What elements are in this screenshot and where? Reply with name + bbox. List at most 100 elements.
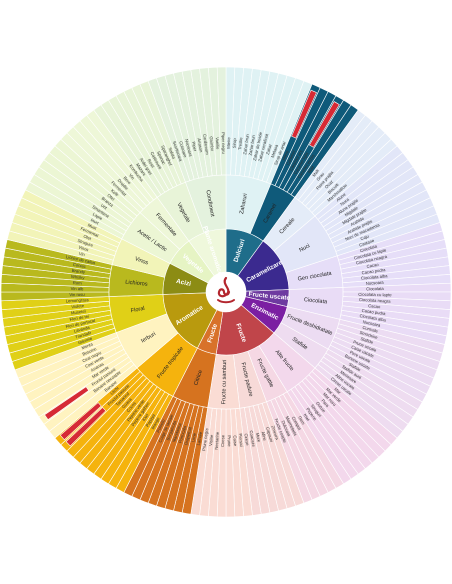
outer-label: Grapefruit <box>183 426 193 446</box>
outer-label: Stafide <box>348 362 362 373</box>
outer-label: Piersici <box>238 433 244 447</box>
outer-label: Ciocolata alba <box>361 273 389 281</box>
outer-label: Zahar brun <box>248 134 257 156</box>
outer-label: Zahar de trestie <box>252 131 263 161</box>
outer-label: Violete <box>71 303 85 309</box>
outer-label: Piper <box>191 141 198 152</box>
outer-label: Lavanda <box>73 325 90 334</box>
outer-label: Iaurt <box>90 217 100 226</box>
outer-label: Cirese <box>220 434 225 447</box>
flame-swirl-logo <box>217 276 235 304</box>
outer-label: Prune <box>227 435 232 447</box>
outer-label: Kiwi <box>141 413 149 422</box>
outer-label: Cacao pudra <box>361 308 386 316</box>
inner-label: Acizi <box>175 278 191 288</box>
outer-label: Nucsoara <box>366 280 385 286</box>
outer-label: Sirop <box>232 138 238 149</box>
center-disc <box>206 272 246 312</box>
highlight-band <box>59 402 102 441</box>
outer-label: Curmale <box>362 325 379 334</box>
outer-label: Ciocolata <box>359 243 378 253</box>
outer-label: Ananas <box>90 361 105 372</box>
outer-label: Strugure <box>77 238 94 248</box>
outer-label: Cacao <box>368 303 381 309</box>
outer-label: Rom <box>73 280 83 286</box>
outer-label: Unt <box>100 203 109 211</box>
outer-label: Cacao pudra <box>361 267 386 275</box>
outer-label: Vin <box>78 251 86 258</box>
outer-label: Arahide <box>350 215 366 227</box>
outer-label: Compot <box>291 416 303 432</box>
outer-label: Cuisoare <box>178 141 188 159</box>
outer-label: Zmeura <box>270 425 280 441</box>
outer-label: Trandafir <box>75 330 93 340</box>
outer-label: Ciocolata alba <box>359 313 387 323</box>
outer-label: Gem <box>297 415 306 426</box>
outer-label: Para <box>320 398 330 408</box>
outer-label: Caramel <box>285 149 296 165</box>
outer-label: Busuioc <box>82 346 98 357</box>
outer-label: Mure <box>255 432 262 443</box>
outer-label: Grau <box>315 171 325 182</box>
outer-label: Ciocolata <box>366 286 384 291</box>
outer-label: Vinos <box>78 244 89 252</box>
middle-label: Nuci <box>298 243 311 254</box>
outer-label: Lime <box>190 432 197 443</box>
outer-label: Rosii <box>146 158 155 169</box>
outer-label: Ciocolata neagra <box>355 254 388 266</box>
outer-label: Cacao <box>366 262 379 269</box>
outer-label: Whisky <box>71 274 86 280</box>
outer-label: Visine <box>208 434 214 446</box>
outer-label: Menta <box>81 341 94 350</box>
outer-label: Lamaie <box>196 431 203 446</box>
outer-label: Vin alb <box>71 286 84 291</box>
middle-label: Vinos <box>134 256 149 267</box>
outer-label: Mango <box>150 416 161 430</box>
outer-label: Ghimbir <box>209 136 215 152</box>
outer-label: Alune <box>335 191 347 202</box>
middle-label: Lichioros <box>125 280 148 288</box>
outer-label: Piper negru <box>221 132 226 154</box>
highlight-band <box>291 89 317 139</box>
outer-label: Malt <box>311 168 320 178</box>
outer-label: Capsuni <box>265 426 274 442</box>
outer-label: Trestie <box>237 136 243 150</box>
outer-label: Nuca <box>339 196 350 206</box>
outer-label: Ovaz <box>324 179 334 190</box>
outer-label: Caju <box>360 233 370 241</box>
outer-label: Cirese <box>243 433 250 446</box>
outer-label: Cocos <box>125 401 136 413</box>
outer-label: Otet <box>106 193 116 202</box>
outer-label: Musetel <box>71 309 86 316</box>
outer-label: Zahar brun <box>242 133 250 155</box>
outer-label: Castane <box>358 238 375 248</box>
outer-label: Caise <box>232 435 238 447</box>
outer-label: Litchi <box>109 386 120 396</box>
middle-ring <box>108 174 344 410</box>
outer-label: Brandy <box>72 268 87 275</box>
outer-label: Vin <box>128 173 136 181</box>
middle-label: Ciocolata <box>304 297 329 305</box>
outer-label: Melasa <box>270 143 279 158</box>
outer-label: Spanac <box>156 150 167 165</box>
outer-label: Vanilie <box>215 137 221 150</box>
middle-label: Zaharuri <box>239 193 249 215</box>
middle-label: Fructe cu samburi <box>221 360 228 405</box>
highlight-band <box>65 407 107 447</box>
outer-label: Otet <box>83 234 93 242</box>
outer-label: Must <box>87 222 98 231</box>
outer-label: Scortisoara <box>172 140 184 162</box>
outer-label: Malt <box>307 164 316 174</box>
outer-label: Dulceata <box>280 420 291 438</box>
outer-label: Mandarina <box>171 422 182 443</box>
middle-label: Citrice <box>193 369 204 386</box>
outer-label: Mar <box>333 386 342 395</box>
outer-label: Mieire <box>226 137 231 149</box>
outer-label: Miere <box>281 149 290 161</box>
outer-label: Kiwi <box>302 413 310 422</box>
outer-label: Coacaze <box>249 430 257 448</box>
outer-label: Portocala <box>177 425 187 444</box>
outer-label: Nucsoara <box>184 138 194 157</box>
outer-label: Flori de tei <box>69 314 89 322</box>
middle-label: Floral <box>130 306 145 315</box>
